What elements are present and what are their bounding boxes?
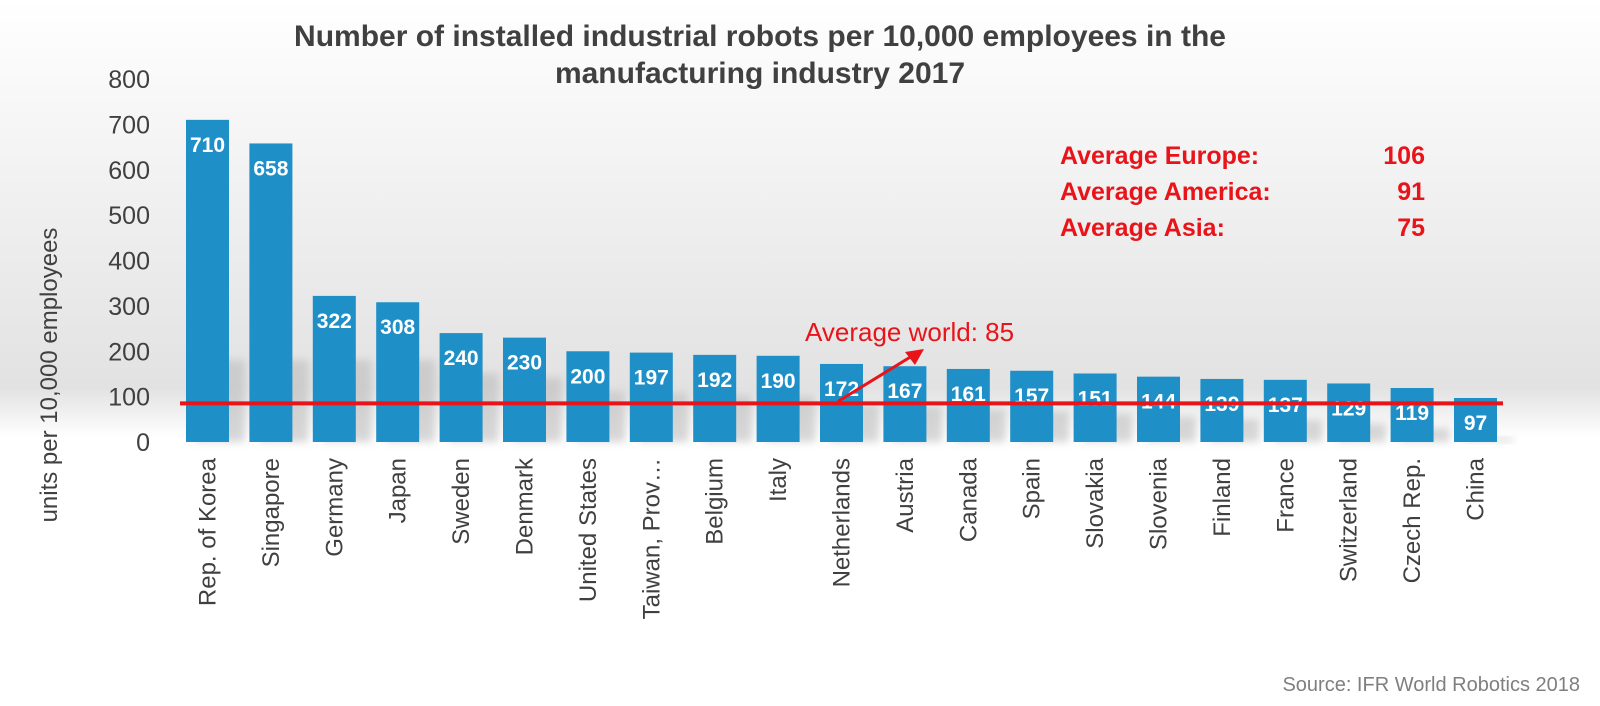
bar-value-label: 172 bbox=[824, 378, 859, 401]
chart-title-line-2: manufacturing industry 2017 bbox=[554, 57, 966, 90]
x-tick-label: United States bbox=[575, 458, 602, 602]
bar-value-label: 230 bbox=[507, 352, 542, 375]
bar-value-label: 197 bbox=[634, 367, 669, 390]
bar-value-label: 308 bbox=[380, 316, 415, 339]
average-asia-label: Average Asia: bbox=[1060, 214, 1225, 242]
x-tick-label: Taiwan, Prov… bbox=[638, 458, 665, 619]
average-america-row: Average America: 91 bbox=[1060, 178, 1425, 214]
chart-title-line-1: Number of installed industrial robots pe… bbox=[294, 20, 1226, 53]
bar bbox=[693, 354, 737, 442]
average-asia-row: Average Asia: 75 bbox=[1060, 214, 1425, 250]
x-tick-label: Austria bbox=[892, 457, 919, 532]
x-tick-label: Switzerland bbox=[1336, 458, 1363, 582]
x-tick-label: Denmark bbox=[512, 457, 539, 555]
bar-value-label: 322 bbox=[317, 310, 352, 333]
world-average-arrow-shaft bbox=[837, 354, 913, 403]
y-tick-label: 700 bbox=[108, 111, 150, 139]
average-america-label: Average America: bbox=[1060, 178, 1271, 206]
y-tick-label: 400 bbox=[108, 248, 150, 276]
x-tick-label: China bbox=[1463, 457, 1490, 520]
bar bbox=[1263, 379, 1307, 442]
x-tick-label: Rep. of Korea bbox=[195, 457, 222, 606]
bar-value-label: 658 bbox=[253, 157, 288, 180]
bar bbox=[1137, 376, 1180, 442]
bar-value-label: 129 bbox=[1331, 397, 1366, 420]
bar-value-label: 240 bbox=[444, 347, 479, 370]
source-note: Source: IFR World Robotics 2018 bbox=[1282, 674, 1580, 696]
bar bbox=[756, 355, 800, 442]
x-tick-label: Slovakia bbox=[1082, 457, 1109, 548]
average-asia-value: 75 bbox=[1397, 214, 1425, 242]
y-axis-label: units per 10,000 employees bbox=[36, 227, 63, 523]
bar bbox=[249, 143, 293, 442]
x-tick-label: Belgium bbox=[702, 458, 729, 545]
world-average-arrow-head bbox=[905, 349, 924, 365]
x-tick-label: Japan bbox=[385, 458, 412, 523]
average-america-value: 91 bbox=[1397, 178, 1425, 206]
bar bbox=[946, 368, 990, 442]
world-average-label: Average world: 85 bbox=[805, 317, 1014, 347]
bar bbox=[1327, 383, 1371, 442]
bar-value-label: 192 bbox=[697, 369, 732, 392]
x-tick-label: Italy bbox=[765, 458, 792, 502]
bar-value-label: 190 bbox=[761, 370, 796, 393]
y-tick-label: 800 bbox=[108, 66, 150, 94]
y-tick-label: 600 bbox=[108, 157, 150, 185]
bar-value-label: 151 bbox=[1078, 387, 1113, 410]
x-tick-label: Slovenia bbox=[1146, 457, 1173, 550]
bar bbox=[629, 352, 673, 442]
bar bbox=[1010, 370, 1054, 442]
bar-value-label: 710 bbox=[190, 134, 225, 157]
y-tick-label: 0 bbox=[136, 429, 150, 457]
x-tick-label: Netherlands bbox=[829, 458, 856, 587]
bar bbox=[1390, 388, 1434, 442]
bar bbox=[376, 302, 420, 442]
y-tick-label: 200 bbox=[108, 338, 150, 366]
bar bbox=[1200, 378, 1244, 442]
x-tick-label: Germany bbox=[321, 458, 348, 557]
x-tick-label: Sweden bbox=[448, 458, 475, 545]
y-tick-label: 500 bbox=[108, 202, 150, 230]
x-tick-label: France bbox=[1272, 458, 1299, 533]
bar-value-label: 200 bbox=[570, 365, 605, 388]
x-tick-label: Finland bbox=[1209, 458, 1236, 537]
average-europe-row: Average Europe: 106 bbox=[1060, 142, 1425, 178]
y-tick-label: 100 bbox=[108, 384, 150, 412]
bar bbox=[186, 119, 229, 443]
bar bbox=[566, 351, 610, 442]
x-tick-label: Canada bbox=[955, 457, 982, 542]
bar-value-label: 167 bbox=[887, 380, 922, 403]
y-tick-label: 300 bbox=[108, 293, 150, 321]
average-europe-value: 106 bbox=[1383, 142, 1425, 170]
x-tick-label: Spain bbox=[1019, 458, 1046, 519]
bar-value-label: 97 bbox=[1464, 412, 1487, 435]
bar bbox=[439, 333, 483, 442]
average-europe-label: Average Europe: bbox=[1060, 142, 1260, 170]
bar bbox=[503, 337, 546, 442]
bar-value-label: 119 bbox=[1395, 402, 1429, 425]
bar bbox=[1073, 373, 1117, 442]
bar bbox=[312, 295, 356, 442]
regional-averages: Average Europe: 106 Average America: 91 … bbox=[1060, 142, 1425, 250]
bar-value-label: 161 bbox=[951, 383, 986, 406]
x-tick-label: Singapore bbox=[258, 458, 285, 567]
x-tick-label: Czech Rep. bbox=[1399, 458, 1426, 583]
